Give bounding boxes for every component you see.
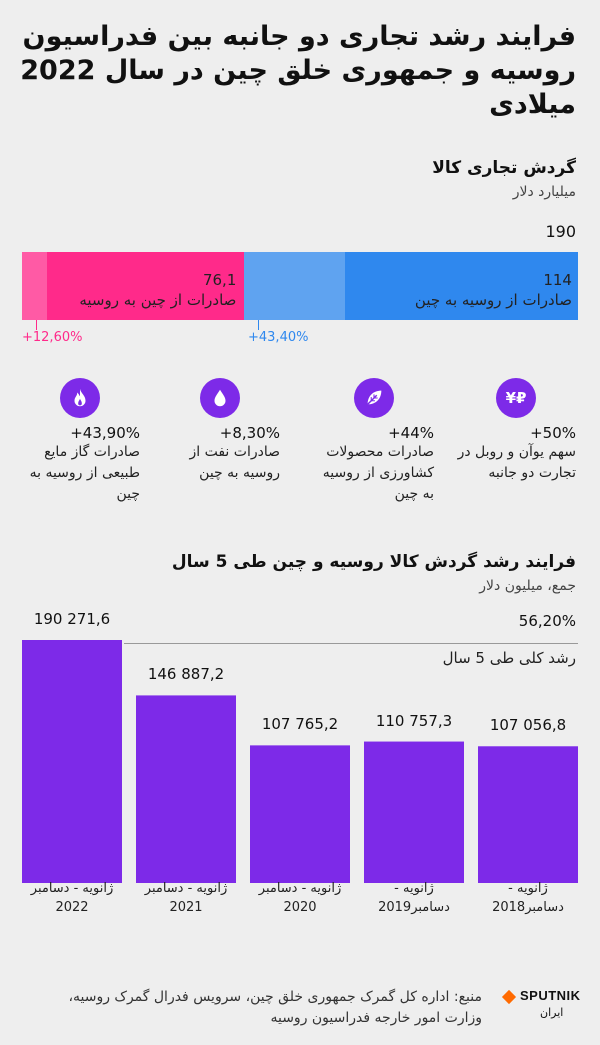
leaf-icon — [354, 378, 394, 418]
page-title: فرایند رشد تجاری دو جانبه بین فدراسیون ر… — [20, 21, 576, 120]
indicator-pct: +8,30% — [219, 424, 280, 442]
bar-value-label: 190 271,6 — [33, 610, 111, 628]
bar-1 — [136, 695, 236, 883]
segment-russia-to-china-light — [244, 252, 346, 320]
segment-china-to-russia-light — [22, 252, 47, 320]
bar-4 — [478, 746, 578, 883]
russia-to-china-label: صادرات از روسیه به چین — [414, 291, 572, 309]
indicator-agriculture: +44% صادرات محصولات کشاورزی از روسیه به … — [314, 378, 434, 505]
growth-line — [124, 643, 578, 644]
trend-bar-chart — [22, 640, 578, 883]
bar-2 — [250, 745, 350, 883]
indicator-text: صادرات گاز مایع طبیعی از روسیه به چین — [29, 444, 140, 502]
bar-0 — [22, 640, 122, 883]
category-label: ژانویه - دسامبر2019 — [378, 881, 450, 915]
trade-section-title: گردش تجاری کالا — [432, 158, 576, 178]
sputnik-logo: SPUTNIK ایران — [501, 988, 594, 1026]
bar-value-label: 110 757,3 — [375, 711, 453, 730]
trade-stacked-bar: 114 صادرات از روسیه به چین 76,1 صادرات ا… — [22, 252, 578, 320]
category-label: ژانویه - دسامبر 2021 — [144, 881, 228, 915]
russia-to-china-value: 114 — [543, 271, 572, 289]
bar-3 — [364, 741, 464, 883]
logo-text: SPUTNIK — [520, 988, 581, 1003]
growth-label: رشد کلی طی 5 سال — [442, 649, 576, 667]
indicator-pct: +50% — [530, 424, 576, 442]
china-to-russia-growth: +12,60% — [22, 330, 83, 345]
growth-total: 56,20% — [518, 612, 576, 630]
indicator-text: صادرات نفت از روسیه به چین — [189, 444, 281, 481]
bar-value-label: 107 765,2 — [261, 715, 339, 734]
indicator-lng: +43,90% صادرات گاز مایع طبیعی از روسیه ب… — [20, 378, 140, 505]
category-label: ژانویه - دسامبر 2020 — [258, 881, 342, 915]
trade-total-value: 190 — [545, 222, 576, 241]
russia-to-china-growth: +43,40% — [248, 330, 309, 345]
indicator-text: سهم یوآن و روبل در تجارت دو جانبه — [457, 444, 576, 481]
logo-subtext: ایران — [540, 1006, 564, 1019]
indicator-oil: +8,30% صادرات نفت از روسیه به چین — [160, 378, 280, 484]
indicator-text: صادرات محصولات کشاورزی از روسیه به چین — [322, 444, 434, 502]
category-label: ژانویه - دسامبر2018 — [492, 881, 564, 915]
logo-mark-icon — [501, 989, 517, 1005]
indicator-currency-share: ¥₽ +50% سهم یوآن و روبل در تجارت دو جانب… — [456, 378, 576, 484]
yuan-ruble-icon: ¥₽ — [496, 378, 536, 418]
oil-drop-icon — [200, 378, 240, 418]
indicator-pct: +43,90% — [70, 424, 140, 442]
bar-value-label: 146 887,2 — [147, 665, 225, 684]
china-growth-tick — [36, 320, 37, 330]
bar-value-label: 107 056,8 — [489, 716, 567, 735]
trade-section-unit: میلیارد دلار — [512, 184, 576, 200]
flame-icon — [60, 378, 100, 418]
segment-russia-to-china: 114 صادرات از روسیه به چین — [345, 252, 578, 320]
china-to-russia-label: صادرات از چین به روسیه — [79, 291, 237, 309]
segment-china-to-russia: 76,1 صادرات از چین به روسیه — [46, 252, 245, 320]
russia-growth-tick — [258, 320, 259, 330]
china-to-russia-value: 76,1 — [202, 271, 237, 289]
indicator-pct: +44% — [388, 424, 434, 442]
trend-section-unit: جمع، میلیون دلار — [479, 578, 576, 594]
source-note: منبع: اداره کل گمرک جمهوری خلق چین، سروی… — [68, 989, 482, 1026]
trend-section-title: فرایند رشد گردش کالا روسیه و چین طی 5 سا… — [171, 552, 576, 572]
category-label: ژانویه - دسامبر 2022 — [30, 881, 114, 915]
